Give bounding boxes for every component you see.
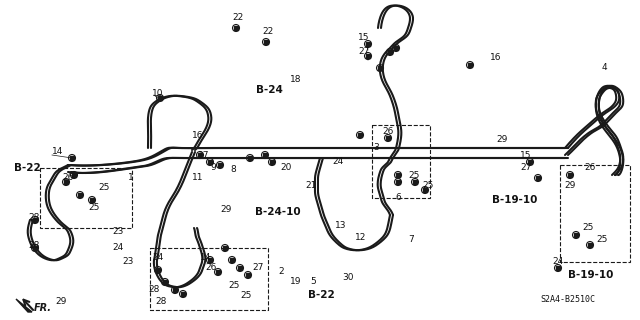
Text: 18: 18 — [290, 76, 301, 84]
Text: 13: 13 — [335, 220, 346, 229]
Text: 28: 28 — [155, 298, 166, 307]
Text: 7: 7 — [408, 236, 413, 244]
Text: 5: 5 — [310, 277, 316, 286]
Text: 21: 21 — [305, 180, 316, 189]
Text: 27: 27 — [252, 263, 264, 273]
Text: B-24: B-24 — [256, 85, 283, 95]
Text: 15: 15 — [358, 34, 369, 43]
Bar — [40, 168, 132, 228]
Text: 14: 14 — [52, 148, 63, 156]
Text: 15: 15 — [520, 150, 531, 159]
Text: 23: 23 — [112, 228, 124, 236]
Text: 29: 29 — [55, 298, 67, 307]
Bar — [150, 248, 268, 310]
Text: 1: 1 — [128, 173, 134, 182]
Text: 26: 26 — [584, 164, 595, 172]
Text: B-19-10: B-19-10 — [492, 195, 538, 205]
Text: 4: 4 — [602, 63, 607, 73]
Text: 8: 8 — [230, 165, 236, 174]
Text: 24: 24 — [552, 258, 563, 267]
Text: 25: 25 — [240, 292, 252, 300]
Text: 12: 12 — [355, 234, 366, 243]
Text: 24: 24 — [112, 244, 124, 252]
Text: 2: 2 — [278, 268, 284, 276]
Text: 20: 20 — [280, 164, 291, 172]
Text: 27: 27 — [358, 47, 369, 57]
Text: 6: 6 — [395, 194, 401, 203]
Text: FR.: FR. — [34, 303, 52, 313]
Bar — [560, 165, 630, 262]
Text: 29: 29 — [496, 135, 508, 145]
Text: 23: 23 — [122, 258, 133, 267]
Text: 14: 14 — [200, 253, 211, 262]
Text: 29: 29 — [220, 205, 232, 214]
Text: B-22: B-22 — [14, 163, 41, 173]
Text: S2A4-B2510C: S2A4-B2510C — [540, 295, 595, 305]
Text: B-24-10: B-24-10 — [255, 207, 301, 217]
Text: 9: 9 — [210, 164, 216, 172]
Text: 28: 28 — [28, 213, 40, 222]
Text: 16: 16 — [490, 53, 502, 62]
Text: 25: 25 — [408, 171, 419, 180]
Text: B-19-10: B-19-10 — [568, 270, 613, 280]
Text: 27: 27 — [520, 164, 531, 172]
Text: 28: 28 — [28, 241, 40, 250]
Text: 26: 26 — [62, 173, 74, 182]
Text: 26: 26 — [382, 127, 394, 137]
Bar — [372, 125, 430, 198]
Polygon shape — [16, 299, 32, 312]
Text: B-22: B-22 — [308, 290, 335, 300]
Text: 24: 24 — [152, 253, 163, 262]
Text: 25: 25 — [582, 223, 593, 233]
Text: 25: 25 — [228, 281, 239, 290]
Text: 22: 22 — [232, 13, 243, 22]
Text: 28: 28 — [148, 285, 159, 294]
Text: 16: 16 — [192, 131, 204, 140]
Text: 22: 22 — [262, 28, 273, 36]
Text: 19: 19 — [290, 277, 301, 286]
Text: 26: 26 — [205, 263, 216, 273]
Text: 10: 10 — [152, 89, 163, 98]
Text: 11: 11 — [192, 173, 204, 182]
Text: 24: 24 — [332, 157, 343, 166]
Text: 25: 25 — [98, 183, 109, 193]
Text: 17: 17 — [198, 150, 209, 159]
Text: 25: 25 — [88, 204, 99, 212]
Text: 25: 25 — [596, 236, 607, 244]
Text: 3: 3 — [373, 143, 379, 153]
Text: 25: 25 — [422, 180, 433, 189]
Text: 29: 29 — [564, 180, 575, 189]
Text: 30: 30 — [342, 274, 353, 283]
